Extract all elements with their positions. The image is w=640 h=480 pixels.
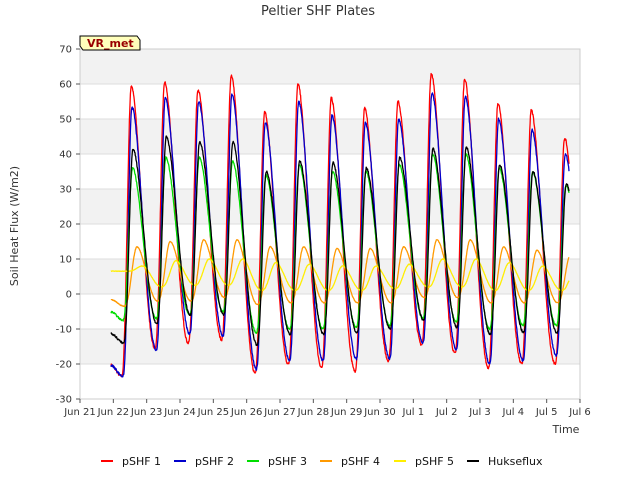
series-line-pshf-4 [110,238,570,307]
x-tick-label: Jun 29 [330,407,363,418]
x-axis-label: Time [552,423,580,436]
y-tick-label: 30 [59,185,72,196]
plot-band [80,259,580,294]
y-tick-label: 20 [59,220,72,231]
x-tick-label: Jul 4 [502,407,525,418]
x-tick-label: Jun 22 [97,407,130,418]
x-tick-label: Jul 5 [535,407,558,418]
series-line-hukseflux [110,135,570,347]
plot-band [80,294,580,329]
legend-label: pSHF 4 [341,455,380,468]
x-tick-label: Jun 24 [163,407,196,418]
series-lines [110,72,570,378]
legend-label: Hukseflux [488,455,543,468]
x-tick-label: Jul 1 [402,407,425,418]
x-tick-label: Jun 23 [130,407,163,418]
plot-band [80,364,580,399]
legend-label: pSHF 3 [268,455,307,468]
y-tick-label: 70 [59,45,72,56]
legend-label: pSHF 5 [415,455,454,468]
x-tick-label: Jun 21 [63,407,96,418]
x-tick-label: Jun 27 [263,407,296,418]
annotation-box: VR_met [79,35,141,51]
x-tick-label: Jul 3 [468,407,491,418]
y-axis-label: Soil Heat Flux (W/m2) [8,166,21,286]
series-line-pshf-3 [110,153,570,334]
y-tick-label: -20 [56,360,72,371]
legend: pSHF 1 pSHF 2 pSHF 3 pSHF 4 pSHF 5 Hukseflux [101,455,543,468]
y-tick-label: -10 [56,325,72,336]
legend-label: pSHF 2 [195,455,234,468]
y-tick-label: 50 [59,115,72,126]
y-tick-label: 10 [59,255,72,266]
y-tick-label: 0 [66,290,72,301]
x-tick-label: Jul 2 [435,407,458,418]
annotation-text: VR_met [87,37,134,50]
legend-label: pSHF 1 [122,455,161,468]
y-tick-label: -30 [56,395,72,406]
x-tick-label: Jun 28 [297,407,330,418]
y-tick-label: 60 [59,80,72,91]
x-tick-label: Jun 25 [197,407,230,418]
x-axis-ticks: Jun 21 Jun 22 Jun 23 Jun 24 Jun 25 Jun 26 Jun … [63,399,591,418]
x-tick-label: Jul 6 [568,407,591,418]
x-tick-label: Jun 30 [363,407,396,418]
y-axis-ticks: -30 -20 -10 0 10 20 30 40 50 60 70 [56,45,80,406]
annotation-box-shape [79,35,141,51]
chart-title: Peltier SHF Plates [261,4,375,19]
series-line-pshf-5 [110,258,570,292]
y-tick-label: 40 [59,150,72,161]
x-tick-label: Jun 26 [230,407,263,418]
plot-band [80,329,580,364]
plot-band [80,49,580,84]
